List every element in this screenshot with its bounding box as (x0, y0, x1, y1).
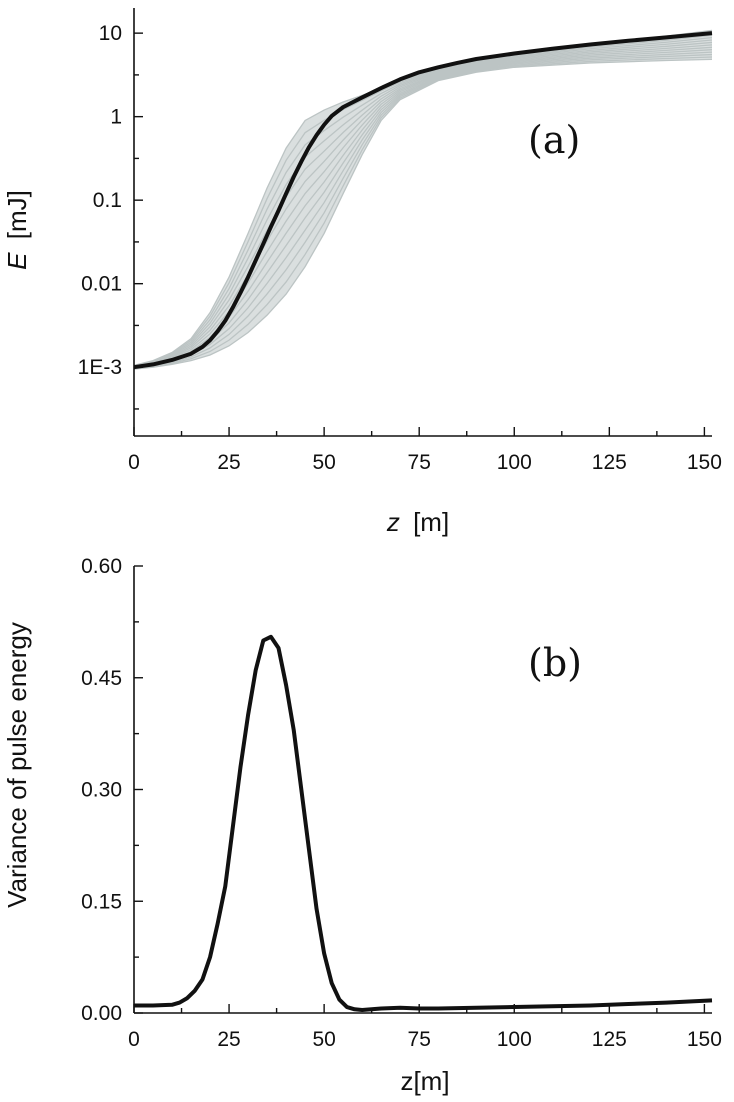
x-tick-label: 0 (128, 1028, 140, 1051)
variance-line (134, 634, 713, 1013)
x-tick-label: 100 (497, 451, 532, 474)
mean-energy-line (133, 31, 713, 370)
y-axis-label-b: Variance of pulse energy (2, 622, 32, 908)
y-tick-label: 1E-3 (78, 356, 122, 379)
x-tick-label: 75 (408, 451, 431, 474)
y-tick-label: 0.00 (81, 1002, 122, 1025)
x-tick-label: 75 (408, 1028, 431, 1051)
x-ticks-a: 0 25 50 75 100 125 150 (128, 427, 722, 474)
panel-label-a: (a) (528, 118, 580, 162)
x-tick-label: 150 (687, 451, 722, 474)
shot-traces-a (133, 29, 713, 370)
x-ticks-b: 0 25 50 75 100 125 150 (128, 1004, 722, 1051)
chart-panel-b: 0 25 50 75 100 125 150 0.00 0.15 0.30 0.45 0.60 (b… (2, 555, 722, 1096)
x-tick-label: 50 (312, 1028, 335, 1051)
shot-envelope (134, 30, 712, 370)
shot-trace (133, 44, 713, 368)
shot-trace (133, 34, 713, 367)
variance-trace-b (134, 634, 713, 1013)
y-tick-label: 1 (110, 106, 122, 129)
shot-trace (133, 53, 713, 370)
x-tick-label: 25 (217, 1028, 240, 1051)
shot-trace (133, 58, 713, 370)
x-axis-label-b: z[m] (400, 1066, 449, 1096)
x-tick-label: 100 (497, 1028, 532, 1051)
x-axis-label-unit-a: [m] (413, 507, 449, 537)
y-axis-label-var-a: E (2, 252, 32, 270)
panel-label-b: (b) (528, 641, 582, 685)
x-axis-label-var-a: z (386, 507, 400, 537)
y-tick-label: 0.45 (81, 667, 122, 690)
shot-trace (133, 46, 713, 369)
shot-trace (133, 39, 713, 368)
y-tick-label: 0.15 (81, 890, 122, 913)
mean-trace-a (133, 31, 713, 370)
x-tick-label: 125 (592, 451, 627, 474)
y-axis-label-unit-a: [mJ] (2, 190, 32, 239)
y-ticks-b: 0.00 0.15 0.30 0.45 0.60 (81, 555, 143, 1025)
y-axis-label-a: E [mJ] (2, 190, 32, 270)
x-tick-label: 125 (592, 1028, 627, 1051)
y-tick-label: 0.1 (93, 189, 122, 212)
y-tick-label: 0.60 (81, 555, 122, 578)
y-tick-label: 10 (99, 22, 122, 45)
shot-trace (133, 41, 713, 368)
shot-trace (133, 36, 713, 367)
x-axis-label-a: z [m] (386, 507, 449, 537)
y-tick-label: 0.01 (81, 273, 122, 296)
x-tick-label: 50 (312, 451, 335, 474)
shot-trace (133, 56, 713, 370)
y-ticks-a: 1E-3 0.01 0.1 1 10 (78, 22, 143, 410)
chart-panel-a: 0 25 50 75 100 125 150 1E-3 0.01 0.1 1 10 (a) z [m… (2, 8, 722, 537)
x-tick-label: 150 (687, 1028, 722, 1051)
x-tick-label: 25 (217, 451, 240, 474)
y-tick-label: 0.30 (81, 779, 122, 802)
x-tick-label: 0 (128, 451, 140, 474)
